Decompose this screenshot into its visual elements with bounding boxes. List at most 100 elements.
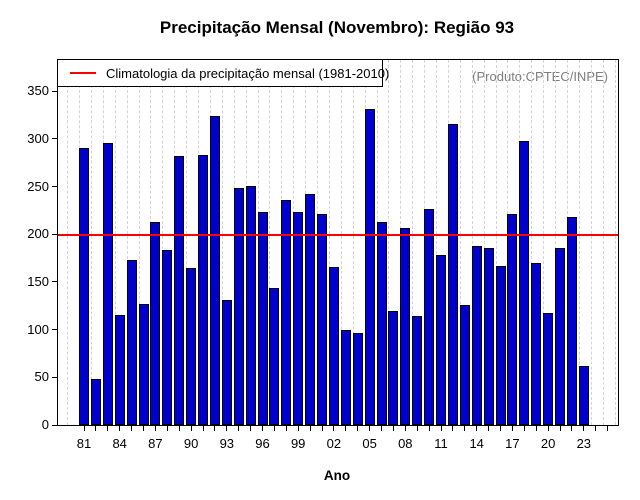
x-tick (202, 426, 204, 431)
y-tick-label: 150 (27, 273, 49, 289)
bar-2019 (531, 263, 542, 425)
y-tick-label: 0 (41, 417, 49, 432)
watermark-text: (Produto:CPTEC/INPE) (472, 69, 608, 84)
bar-1998 (281, 200, 292, 425)
bar-2021 (555, 248, 565, 425)
legend-label: Climatologia da precipitação mensal (198… (106, 65, 390, 81)
x-tick (559, 426, 561, 431)
x-tick (238, 426, 240, 431)
y-tick (52, 424, 58, 426)
y-tick (52, 233, 58, 235)
gridline (602, 60, 604, 425)
y-tick-label: 100 (27, 321, 49, 337)
y-tick (52, 281, 58, 283)
bar-2012 (447, 124, 458, 425)
x-tick-label: 05 (362, 436, 377, 451)
gridline (471, 60, 473, 425)
x-tick (321, 426, 323, 431)
bar-1989 (174, 156, 185, 425)
bar-2013 (459, 305, 470, 425)
x-tick (250, 426, 252, 431)
bar-2016 (495, 266, 506, 425)
bar-2008 (400, 228, 411, 425)
x-tick (464, 426, 466, 431)
plot-area: (Produto:CPTEC/INPE) Climatologia da pre… (27, 59, 619, 451)
x-tick (214, 426, 216, 431)
gridline (555, 60, 556, 425)
gridline (483, 60, 485, 425)
bar-1987 (150, 222, 161, 425)
x-tick (226, 426, 228, 431)
x-tick (95, 426, 97, 431)
bar-1981 (79, 148, 89, 425)
gridline (436, 60, 437, 425)
bar-2004 (352, 333, 363, 425)
bar-2022 (566, 217, 577, 425)
bar-1991 (198, 155, 208, 425)
x-tick (178, 426, 180, 431)
x-tick (166, 426, 168, 431)
x-tick-label: 11 (434, 436, 448, 451)
bar-1986 (138, 304, 149, 425)
bar-2006 (376, 222, 387, 425)
x-tick (607, 426, 609, 431)
bar-1982 (90, 379, 101, 425)
gridline (590, 60, 592, 425)
gridline (162, 60, 164, 425)
bar-1992 (209, 116, 220, 425)
gridline (269, 60, 271, 425)
bar-2003 (340, 330, 351, 425)
bar-2014 (471, 246, 482, 425)
y-tick (52, 376, 58, 378)
x-tick-label: 90 (183, 436, 199, 451)
x-tick-label: 93 (219, 436, 235, 451)
gridline (614, 60, 616, 425)
bar-2001 (317, 214, 327, 425)
y-tick (52, 138, 58, 140)
x-tick (369, 426, 371, 431)
bar-2009 (412, 316, 423, 425)
x-tick (131, 426, 133, 431)
gridline (531, 60, 533, 425)
gridline (340, 60, 342, 425)
bar-1984 (114, 315, 125, 425)
x-tick-label: 99 (290, 436, 306, 451)
x-tick (262, 426, 263, 431)
x-tick (440, 426, 442, 431)
bar-1993 (221, 300, 232, 425)
bar-2020 (543, 313, 554, 425)
x-tick-label: 23 (576, 436, 592, 451)
y-tick-label: 250 (27, 178, 49, 194)
x-tick-label: 02 (326, 436, 342, 451)
bar-1997 (269, 288, 280, 425)
x-tick (381, 426, 382, 431)
bar-1999 (293, 212, 304, 425)
x-tick (309, 426, 311, 431)
x-tick (119, 426, 121, 431)
x-tick (488, 426, 490, 431)
gridline (459, 60, 461, 425)
bar-1983 (102, 143, 113, 425)
x-tick-label: 14 (469, 436, 484, 451)
y-tick (52, 186, 58, 187)
x-tick (547, 426, 549, 431)
gridline (412, 60, 414, 425)
gridline (495, 60, 497, 425)
x-tick-label: 17 (505, 436, 520, 451)
legend: Climatologia da precipitação mensal (198… (57, 59, 389, 87)
x-tick-label: 08 (398, 436, 413, 451)
x-tick (535, 426, 537, 431)
gridline (352, 60, 354, 425)
bar-1996 (257, 212, 268, 425)
gridline (186, 60, 188, 425)
x-tick (476, 426, 478, 431)
x-tick (273, 426, 275, 431)
bar-2007 (388, 311, 399, 425)
bar-2011 (436, 255, 446, 425)
gridline (578, 60, 580, 425)
x-tick (392, 426, 394, 431)
x-tick (452, 426, 454, 431)
x-tick (297, 426, 299, 431)
bar-2015 (483, 248, 494, 425)
